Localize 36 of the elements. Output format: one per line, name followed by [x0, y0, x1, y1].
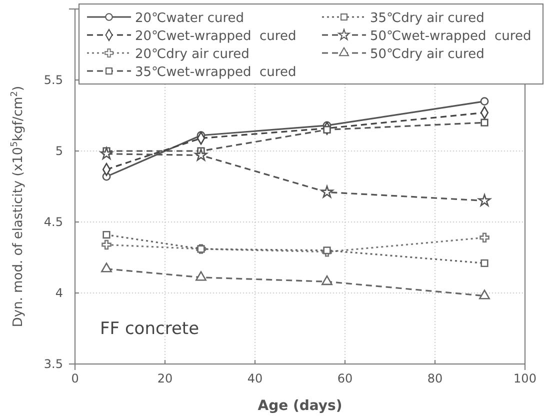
legend-label: 50℃wet-wrapped cured — [370, 29, 532, 44]
point — [194, 148, 208, 161]
y-tick-label: 3.5 — [44, 356, 63, 371]
point — [480, 97, 489, 106]
legend-label: 35℃wet-wrapped cured — [135, 65, 296, 80]
y-tick-label: 5 — [55, 144, 63, 158]
y-tick-label: 5.5 — [44, 72, 63, 87]
legend-label: 20℃dry air cured — [135, 47, 250, 62]
x-axis-title: Age (days) — [258, 398, 342, 414]
x-tick-label: 80 — [427, 372, 443, 386]
point — [480, 232, 490, 243]
point — [479, 290, 490, 300]
legend-label: 20℃water cured — [135, 11, 244, 26]
point — [323, 126, 331, 134]
y-tick-label: 4.5 — [44, 214, 63, 229]
point — [196, 271, 206, 281]
point — [101, 262, 112, 272]
annotation: FF concrete — [100, 319, 200, 339]
x-tick-label: 0 — [71, 372, 79, 386]
x-tick-label: 100 — [514, 372, 536, 386]
x-tick-label: 60 — [337, 372, 353, 386]
point — [102, 230, 110, 239]
x-tick-label: 20 — [157, 372, 173, 386]
point — [322, 275, 332, 286]
legend-label: 20℃wet-wrapped cured — [135, 29, 296, 44]
point — [480, 259, 488, 267]
legend-label: 50℃dry air cured — [370, 47, 484, 62]
point — [480, 118, 488, 126]
point — [323, 246, 331, 254]
point — [320, 186, 334, 198]
point — [100, 147, 113, 160]
point — [478, 194, 491, 206]
y-tick-label: 4 — [55, 286, 63, 300]
x-tick-label: 40 — [247, 372, 263, 386]
point — [102, 240, 112, 250]
legend-label: 35℃dry air cured — [370, 11, 484, 26]
